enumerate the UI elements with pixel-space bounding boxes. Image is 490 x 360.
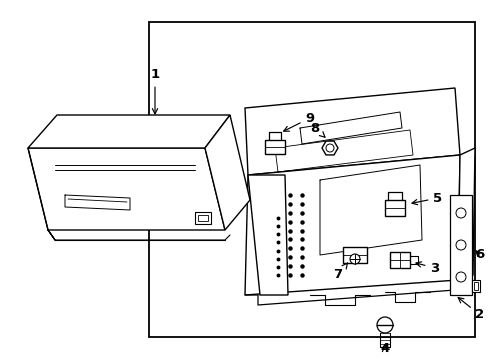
Bar (474, 282, 478, 290)
Circle shape (456, 240, 466, 250)
Circle shape (326, 144, 334, 152)
Text: 1: 1 (150, 68, 160, 114)
Bar (450, 195, 472, 295)
Text: 4: 4 (380, 342, 390, 355)
Text: 5: 5 (412, 192, 442, 205)
Polygon shape (245, 88, 460, 175)
Polygon shape (343, 247, 367, 263)
Text: 8: 8 (310, 122, 325, 137)
Circle shape (456, 208, 466, 218)
Polygon shape (205, 115, 250, 230)
Text: 7: 7 (333, 263, 347, 282)
Text: 2: 2 (458, 298, 485, 321)
Polygon shape (28, 115, 230, 148)
Polygon shape (28, 148, 225, 230)
Polygon shape (322, 141, 338, 155)
Bar (472, 280, 480, 292)
Bar (149, 22, 475, 337)
Text: 3: 3 (416, 261, 440, 274)
Polygon shape (390, 252, 410, 268)
Polygon shape (458, 148, 475, 280)
Text: 9: 9 (284, 112, 315, 131)
Polygon shape (248, 175, 288, 295)
Bar (195, 212, 211, 224)
Circle shape (377, 317, 393, 333)
Circle shape (456, 272, 466, 282)
Bar (198, 215, 208, 221)
Polygon shape (265, 140, 285, 154)
Text: 6: 6 (475, 248, 485, 261)
Polygon shape (245, 155, 460, 295)
Circle shape (350, 254, 360, 264)
Polygon shape (385, 200, 405, 216)
